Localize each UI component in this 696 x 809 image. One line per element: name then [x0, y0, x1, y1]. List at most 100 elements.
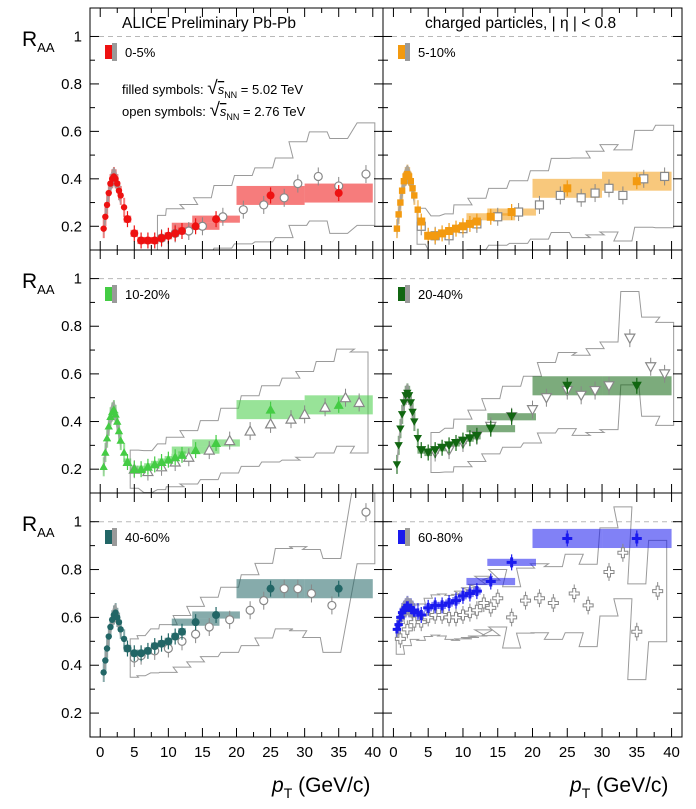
y-tick-label: 0.6	[61, 609, 82, 626]
x-axis-title: pT (GeV/c)	[569, 774, 668, 801]
data-marker	[171, 229, 180, 238]
open-marker	[658, 369, 671, 381]
data-marker	[265, 404, 276, 414]
data-marker	[266, 584, 275, 593]
data-marker	[171, 632, 180, 641]
open-marker	[589, 385, 602, 397]
data-marker	[392, 625, 402, 634]
open-marker	[547, 597, 559, 609]
y-tick-label: 0.2	[61, 705, 82, 722]
data-marker	[471, 586, 482, 597]
open-marker	[284, 412, 298, 424]
data-marker	[444, 441, 455, 451]
legend-color-swatch	[105, 530, 112, 544]
data-marker	[100, 225, 107, 232]
open-marker	[361, 507, 371, 517]
data-marker	[414, 206, 421, 213]
data-marker	[397, 199, 404, 206]
data-marker	[397, 608, 407, 617]
data-marker	[212, 215, 221, 224]
legend-gray-swatch	[405, 43, 410, 61]
data-marker	[392, 461, 402, 469]
open-marker	[582, 599, 594, 611]
data-marker	[407, 177, 415, 185]
data-marker	[177, 227, 186, 236]
centrality-label: 20-40%	[418, 287, 463, 302]
open-marker	[568, 587, 580, 599]
data-marker	[191, 618, 200, 627]
data-marker	[105, 189, 112, 197]
data-marker	[404, 392, 414, 400]
y-tick-label: 0.6	[61, 366, 82, 383]
x-tick-label: 20	[228, 744, 245, 761]
panel-5-10%: 5-10%	[382, 7, 683, 251]
open-marker	[264, 417, 277, 429]
y-tick-label: 0.2	[61, 218, 82, 235]
x-tick-label: 20	[524, 744, 541, 761]
open-marker	[492, 592, 504, 604]
data-marker	[123, 215, 132, 224]
data-marker	[507, 208, 516, 217]
open-marker	[575, 390, 588, 402]
y-axis-title: RAA	[22, 28, 55, 55]
data-marker	[143, 646, 152, 655]
open-marker	[618, 190, 628, 201]
data-marker	[417, 217, 426, 226]
data-marker	[117, 192, 124, 199]
data-marker	[102, 657, 109, 664]
open-marker	[604, 183, 614, 193]
data-marker	[405, 173, 413, 180]
x-tick-label: 30	[296, 744, 313, 761]
panel-10-20%: 0.2 0.4 0.6 0.8 1 RAA 10-20%	[22, 249, 384, 494]
open-marker	[485, 602, 497, 614]
data-marker	[431, 231, 440, 240]
data-marker	[413, 608, 422, 617]
open-syst-outline	[129, 348, 369, 493]
data-marker	[156, 457, 167, 467]
x-tick-label: 15	[489, 744, 506, 761]
data-marker	[486, 212, 495, 221]
legend-color-swatch	[398, 287, 405, 301]
data-marker	[403, 601, 412, 610]
data-marker	[117, 626, 124, 633]
data-marker	[104, 422, 113, 430]
data-marker	[120, 204, 128, 211]
data-marker	[408, 606, 417, 615]
open-marker	[238, 205, 248, 215]
open-marker	[306, 588, 317, 599]
open-marker	[259, 200, 269, 210]
open-marker	[660, 171, 670, 182]
open-syst-outline	[156, 122, 376, 250]
data-marker	[116, 436, 125, 444]
data-marker	[399, 606, 409, 615]
data-marker	[394, 442, 403, 450]
data-marker	[631, 381, 642, 391]
header-right: charged particles, | η | < 0.8	[425, 15, 616, 32]
open-marker	[644, 362, 657, 373]
data-marker	[506, 412, 517, 422]
data-marker	[106, 412, 115, 420]
data-marker	[113, 417, 122, 425]
data-marker	[333, 399, 344, 409]
data-marker	[164, 231, 173, 240]
x-tick-label: 5	[130, 744, 138, 761]
data-marker	[393, 225, 401, 232]
centrality-label: 60-80%	[418, 530, 463, 545]
data-marker	[408, 408, 417, 417]
open-marker	[534, 200, 545, 210]
centrality-label: 5-10%	[418, 45, 456, 60]
data-marker	[136, 464, 147, 474]
data-marker	[472, 217, 481, 226]
legend-gray-swatch	[112, 528, 117, 546]
data-marker	[396, 613, 405, 622]
data-marker	[394, 620, 403, 629]
open-marker	[182, 451, 195, 462]
y-tick-label: 1	[74, 271, 82, 288]
data-marker	[465, 219, 474, 228]
y-tick-label: 0.8	[61, 318, 82, 335]
x-tick-label: 0	[389, 744, 397, 761]
legend-color-swatch	[105, 287, 112, 301]
data-marker	[164, 637, 173, 646]
data-marker	[120, 635, 128, 643]
data-marker	[191, 222, 200, 231]
